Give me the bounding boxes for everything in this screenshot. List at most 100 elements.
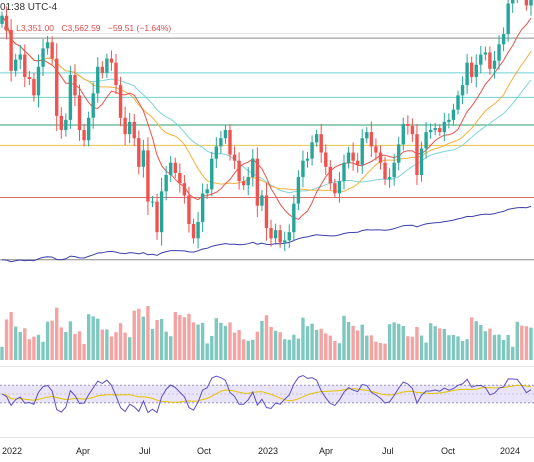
candle-body (492, 60, 497, 69)
candle-body (401, 123, 405, 145)
rsi-line (1, 374, 532, 414)
volume-bar (0, 346, 4, 360)
candle-body (387, 177, 392, 180)
volume-bar (428, 323, 433, 360)
volume-bar (465, 339, 469, 360)
candle-body (433, 128, 437, 131)
volume-bar (210, 336, 214, 360)
rsi-band (0, 385, 534, 403)
candle-body (410, 125, 415, 135)
volume-bar (223, 325, 228, 360)
candle-body (296, 177, 301, 204)
volume-bar (488, 328, 492, 360)
volume-bar (64, 332, 68, 360)
volume-bar (292, 334, 296, 360)
candle-body (196, 221, 200, 239)
volume-bar (196, 324, 200, 360)
volume-bar (515, 321, 519, 360)
candle-body (524, 0, 529, 6)
volume-bar (141, 316, 146, 360)
candle-body (360, 138, 364, 165)
candle-body (210, 158, 214, 190)
candle-body (241, 181, 246, 186)
volume-bar (82, 344, 86, 360)
ma-long-line (1, 205, 532, 263)
volume-bar (273, 330, 278, 360)
volume-bar (77, 331, 82, 360)
ohlc-close: C3,562.59 (61, 23, 101, 33)
volume-bar (137, 308, 141, 360)
candle-body (460, 85, 465, 96)
candle-body (223, 130, 228, 139)
volume-bar (105, 329, 109, 360)
candle-body (9, 30, 13, 71)
ma-slow-line (1, 15, 532, 194)
candle-body (96, 66, 100, 94)
volume-bar (506, 335, 510, 360)
volume-bar (296, 338, 301, 360)
candle-body (474, 64, 478, 77)
volume-bar (442, 329, 447, 360)
volume-bar (479, 325, 483, 360)
candle-body (469, 62, 474, 77)
candle-body (278, 230, 282, 243)
volume-bar (13, 326, 18, 360)
candle-body (497, 44, 501, 61)
candle-body (424, 132, 428, 149)
candle-body (378, 152, 383, 163)
volume-bar (469, 317, 474, 360)
volume-bar (360, 324, 364, 360)
volume-bar (109, 336, 114, 360)
volume-bar (324, 333, 328, 360)
volume-bar (55, 307, 59, 360)
volume-bar (410, 336, 415, 360)
candle-body (333, 183, 337, 194)
volume-bar (529, 327, 533, 360)
ma-mid-line (1, 15, 532, 192)
volume-bar (328, 335, 333, 360)
volume-bar (415, 327, 419, 360)
volume-bar (492, 334, 497, 360)
volume-bar (511, 346, 515, 360)
candle-body (68, 74, 73, 120)
volume-bar (365, 335, 369, 360)
candle-body (406, 123, 410, 126)
candle-body (342, 162, 346, 182)
candle-body (337, 181, 342, 194)
candle-body (251, 158, 255, 178)
volume-bar (433, 326, 437, 360)
candle-body (456, 95, 460, 110)
volume-bar (246, 340, 250, 360)
volume-bar (283, 339, 287, 360)
volume-bar (346, 322, 351, 360)
volume-bar (41, 341, 45, 360)
volume-bar (424, 342, 428, 360)
candle-body (77, 95, 82, 131)
candle-body (36, 66, 41, 96)
candle-body (150, 201, 155, 203)
volume-bar (406, 336, 410, 360)
volume-bar (369, 335, 374, 360)
candle-body (82, 130, 86, 141)
volume-bar (232, 332, 237, 360)
volume-bar (73, 334, 77, 360)
candle-body (501, 34, 506, 45)
candle-body (269, 228, 273, 239)
candle-body (488, 52, 492, 69)
volume-bar (333, 341, 337, 360)
candle-body (479, 54, 483, 65)
candle-body (32, 79, 36, 96)
volume-bar (4, 319, 9, 360)
volume-bar (351, 325, 355, 360)
volume-bar (278, 332, 282, 360)
volume-bar (355, 330, 360, 360)
candle-body (41, 48, 45, 67)
candle-body (351, 152, 355, 161)
volume-bar (419, 335, 424, 360)
candle-body (114, 62, 118, 86)
candle-body (465, 62, 469, 86)
volume-bar (451, 335, 456, 360)
candle-body (105, 58, 109, 73)
volume-bar (501, 340, 506, 360)
